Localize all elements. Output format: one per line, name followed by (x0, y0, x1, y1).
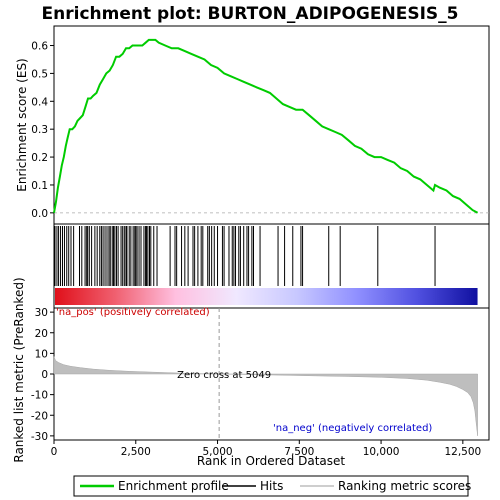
es-y-axis: 0.0 0.1 0.2 0.3 0.4 0.5 0.6 (31, 41, 489, 220)
pos-correlated-label: 'na_pos' (positively correlated) (56, 307, 210, 318)
metric-ytick-label: -10 (31, 390, 48, 402)
es-ytick-label: 0.0 (31, 208, 48, 220)
legend-label: Ranking metric scores (338, 479, 471, 493)
es-ytick-label: 0.6 (31, 41, 48, 53)
es-panel-frame (53, 25, 490, 225)
es-ytick-label: 0.3 (31, 124, 48, 136)
metric-ytick-label: 20 (35, 328, 48, 340)
metric-panel: -30 -20 -10 0 10 20 30 Zero cross at 5049 'na_… (12, 277, 490, 463)
hits-panel (53, 223, 490, 309)
xtick-label: 0 (51, 446, 58, 458)
legend: Enrichment profile Hits Ranking metric sco… (73, 475, 471, 497)
metric-y-axis: -30 -20 -10 0 10 20 30 (31, 307, 54, 443)
xtick-label: 2,500 (121, 446, 151, 458)
metric-ytick-label: -30 (31, 431, 48, 443)
es-ytick-label: 0.5 (31, 68, 48, 80)
ranking-metric-area (53, 356, 478, 436)
es-ytick-label: 0.2 (31, 152, 48, 164)
es-ylabel: Enrichment score (ES) (15, 58, 29, 191)
legend-label: Hits (260, 479, 283, 493)
colorbar-strip (55, 288, 478, 305)
metric-ytick-label: 10 (35, 348, 48, 360)
hit-markers (54, 226, 436, 286)
zero-cross-label: Zero cross at 5049 (177, 370, 271, 381)
metric-ytick-label: -20 (31, 410, 48, 422)
xtick-label: 12,500 (444, 446, 481, 458)
enrichment-profile-line (53, 38, 479, 214)
es-panel: 0.0 0.1 0.2 0.3 0.4 0.5 0.6 Enrichment score (… (15, 25, 490, 225)
legend-label: Enrichment profile (118, 479, 229, 493)
chart-title: Enrichment plot: BURTON_ADIPOGENESIS_5 (42, 4, 459, 24)
metric-ytick-label: 30 (35, 307, 48, 319)
neg-correlated-label: 'na_neg' (negatively correlated) (273, 423, 432, 434)
legend-box (73, 475, 469, 497)
rank-colorbar (55, 288, 478, 305)
metric-ytick-label: 0 (41, 369, 48, 381)
xtick-label: 7,500 (284, 446, 314, 458)
x-axis: 0 2,500 5,000 7,500 10,000 12,500 (51, 440, 481, 458)
xtick-label: 5,000 (203, 446, 233, 458)
metric-ylabel: Ranked list metric (PreRanked) (12, 277, 26, 462)
x-axis-label: Rank in Ordered Dataset (197, 454, 345, 468)
xtick-label: 10,000 (363, 446, 400, 458)
es-ytick-label: 0.4 (31, 96, 48, 108)
es-ytick-label: 0.1 (31, 180, 48, 192)
